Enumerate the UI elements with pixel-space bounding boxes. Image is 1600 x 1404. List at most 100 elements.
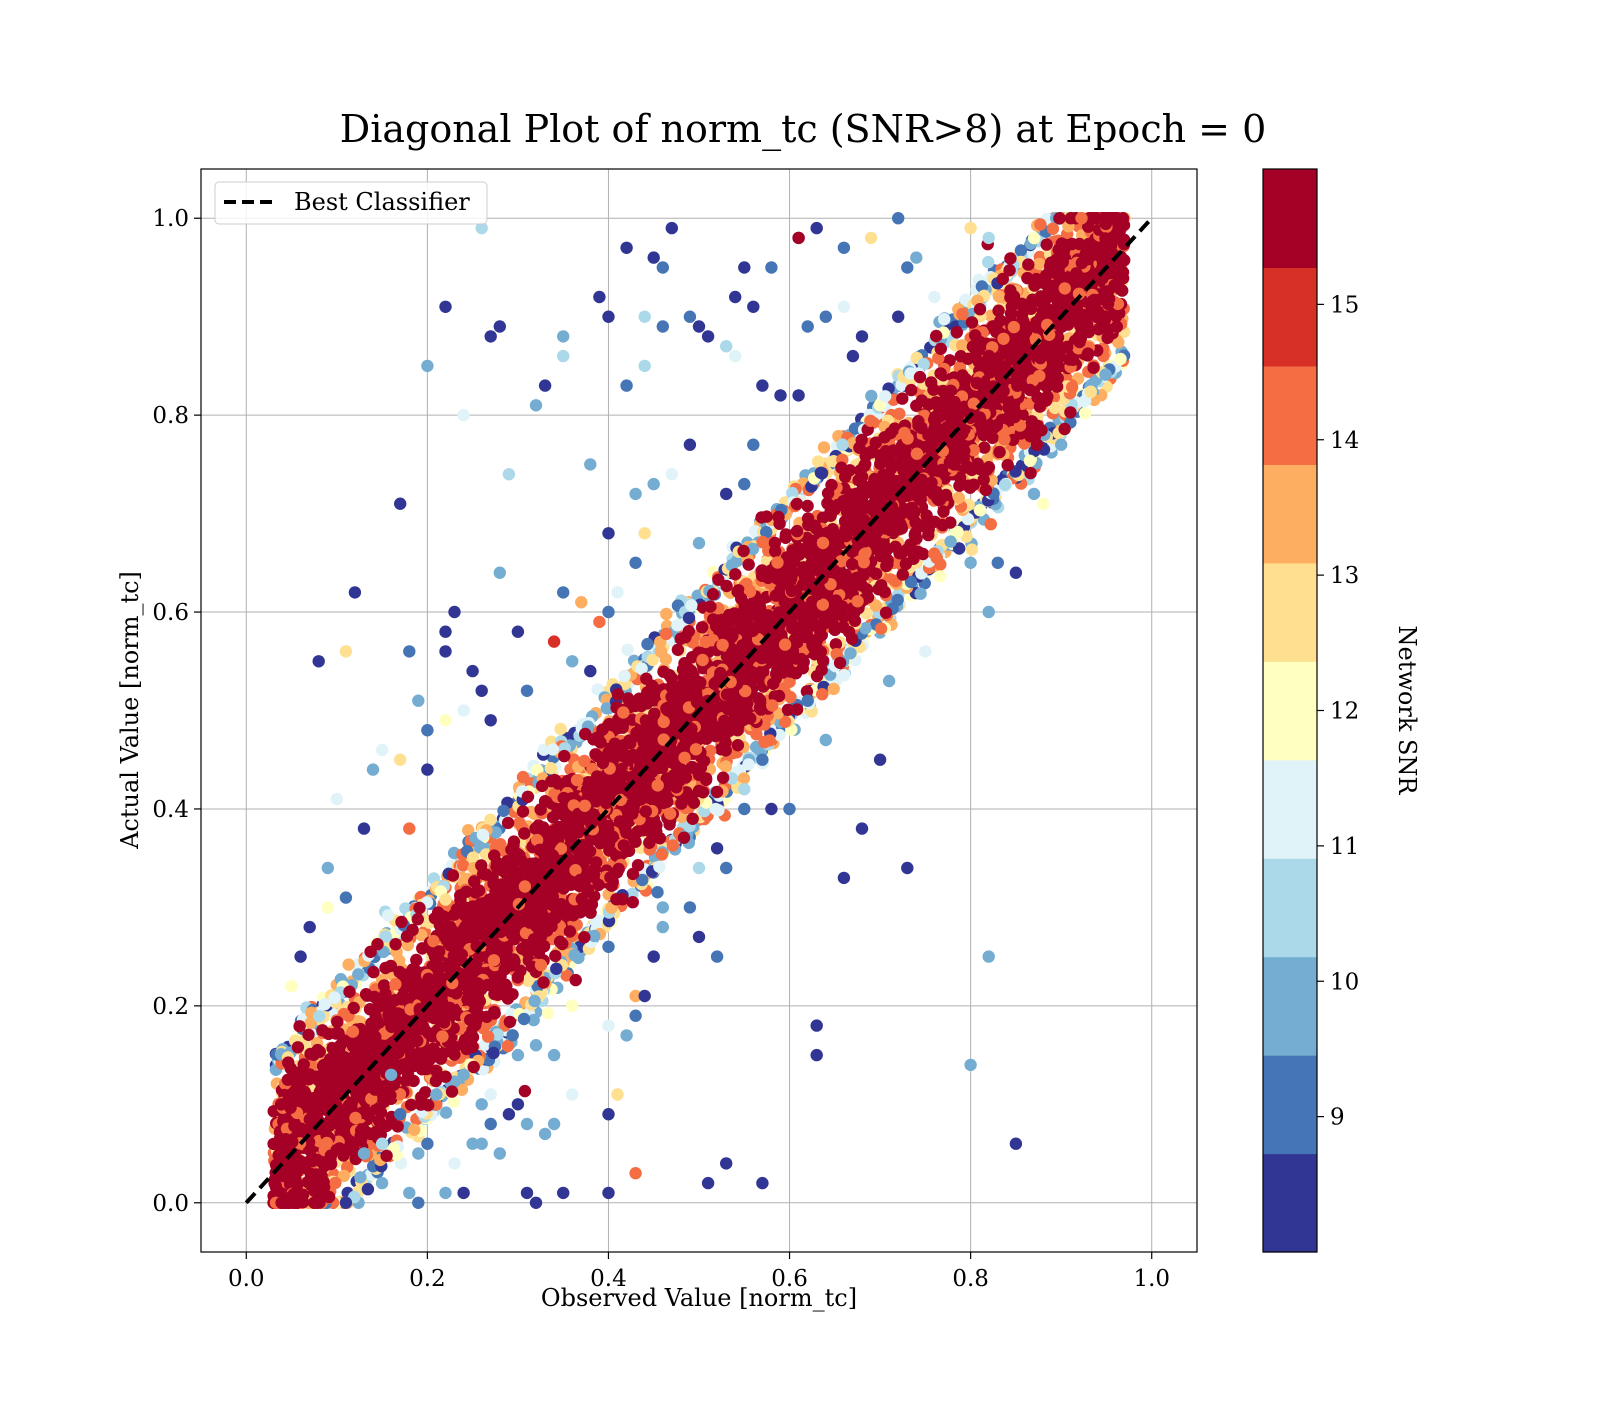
- scatter-point: [880, 607, 892, 619]
- scatter-point: [893, 408, 905, 420]
- scatter-point: [966, 543, 978, 555]
- scatter-point: [550, 963, 562, 975]
- scatter-point: [352, 968, 364, 980]
- scatter-point: [993, 446, 1005, 458]
- scatter-point: [879, 390, 891, 402]
- scatter-point: [522, 791, 534, 803]
- scatter-point: [742, 758, 754, 770]
- scatter-point: [578, 931, 590, 943]
- scatter-point: [828, 683, 840, 695]
- scatter-point: [660, 628, 672, 640]
- scatter-point: [621, 644, 633, 656]
- scatter-point: [477, 829, 489, 841]
- scatter-point: [440, 1106, 452, 1118]
- scatter-point: [944, 535, 956, 547]
- scatter-point: [517, 805, 529, 817]
- scatter-point: [1024, 467, 1036, 479]
- scatter-point: [528, 995, 540, 1007]
- scatter-point: [985, 518, 997, 530]
- scatter-point: [487, 1047, 499, 1059]
- scatter-point: [865, 390, 877, 402]
- scatter-point: [1114, 353, 1126, 365]
- scatter-point: [934, 570, 946, 582]
- scatter-point: [653, 861, 665, 873]
- scatter-point: [815, 467, 827, 479]
- scatter-point: [504, 1016, 516, 1028]
- scatter-point: [667, 839, 679, 851]
- scatter-point: [518, 1013, 530, 1025]
- scatter-point: [780, 528, 792, 540]
- scatter-point: [627, 868, 639, 880]
- scatter-point: [687, 813, 699, 825]
- scatter-point: [914, 588, 926, 600]
- scatter-point: [1024, 455, 1036, 467]
- scatter-point: [914, 371, 926, 383]
- scatter-point: [554, 723, 566, 735]
- scatter-point: [685, 599, 697, 611]
- scatter-point: [413, 902, 425, 914]
- scatter-point: [720, 760, 732, 772]
- scatter-point: [502, 1040, 514, 1052]
- scatter-point: [618, 670, 630, 682]
- scatter-point: [671, 619, 683, 631]
- scatter-point: [313, 1010, 325, 1022]
- scatter-point: [362, 1183, 374, 1195]
- scatter-point: [769, 537, 781, 549]
- scatter-point: [892, 594, 904, 606]
- scatter-point: [641, 638, 653, 650]
- scatter-point: [816, 688, 828, 700]
- scatter-point: [643, 837, 655, 849]
- scatter-point: [982, 256, 994, 268]
- scatter-point: [497, 805, 509, 817]
- scatter-point: [683, 612, 695, 624]
- scatter-point: [537, 976, 549, 988]
- scatter-point: [656, 848, 668, 860]
- scatter-point: [1004, 252, 1016, 264]
- scatter-point: [818, 441, 830, 453]
- scatter-point: [382, 909, 394, 921]
- scatter-point: [956, 339, 968, 351]
- scatter-point: [651, 886, 663, 898]
- scatter-point: [579, 728, 591, 740]
- scatter-point: [412, 913, 424, 925]
- chart-title: Diagonal Plot of norm_tc (SNR>8) at Epoc…: [340, 107, 1267, 152]
- scatter-point: [675, 797, 687, 809]
- scatter-point: [568, 949, 580, 961]
- scatter-point: [993, 290, 1005, 302]
- scatter-point: [812, 455, 824, 467]
- scatter-point: [1028, 232, 1040, 244]
- scatter-point: [408, 1124, 420, 1136]
- scatter-point: [838, 669, 850, 681]
- scatter-point: [938, 313, 950, 325]
- scatter-point: [457, 859, 469, 871]
- scatter-point: [897, 568, 909, 580]
- scatter-point: [519, 1085, 531, 1097]
- scatter-point: [545, 762, 557, 774]
- scatter-point: [974, 504, 986, 516]
- scatter-point: [1085, 386, 1097, 398]
- scatter-point: [999, 479, 1011, 491]
- scatter-point: [1033, 258, 1045, 270]
- scatter-point: [343, 986, 355, 998]
- scatter-point: [953, 492, 965, 504]
- scatter-point: [1054, 212, 1066, 224]
- scatter-point: [482, 1030, 494, 1042]
- scatter-point: [1099, 368, 1111, 380]
- scatter-point: [660, 608, 672, 620]
- scatter-point: [518, 827, 530, 839]
- scatter-point: [342, 958, 354, 970]
- scatter-point: [446, 1085, 458, 1097]
- scatter-point: [447, 869, 459, 881]
- scatter-point: [319, 998, 331, 1010]
- scatter-point: [1015, 244, 1027, 256]
- scatter-point: [439, 893, 451, 905]
- scatter-point: [1034, 218, 1046, 230]
- scatter-point: [507, 1029, 519, 1041]
- scatter-point: [354, 1171, 366, 1183]
- scatter-point: [720, 580, 732, 592]
- scatter-point: [364, 946, 376, 958]
- scatter-point: [712, 804, 724, 816]
- scatter-point: [547, 743, 559, 755]
